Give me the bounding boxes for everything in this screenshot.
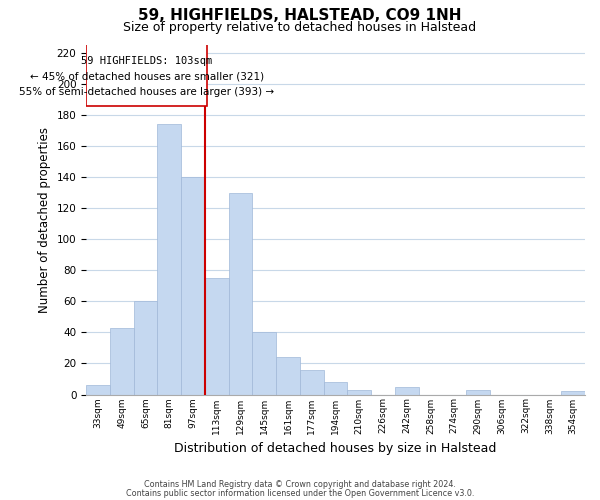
Bar <box>134 302 157 394</box>
Bar <box>395 386 419 394</box>
Bar <box>181 177 205 394</box>
Bar <box>86 22 207 105</box>
Y-axis label: Number of detached properties: Number of detached properties <box>38 127 51 313</box>
Text: Contains HM Land Registry data © Crown copyright and database right 2024.: Contains HM Land Registry data © Crown c… <box>144 480 456 489</box>
Bar <box>300 370 323 394</box>
Text: 59, HIGHFIELDS, HALSTEAD, CO9 1NH: 59, HIGHFIELDS, HALSTEAD, CO9 1NH <box>138 8 462 22</box>
Bar <box>110 328 134 394</box>
Bar <box>229 192 253 394</box>
Bar <box>205 278 229 394</box>
Bar <box>466 390 490 394</box>
Bar <box>347 390 371 394</box>
X-axis label: Distribution of detached houses by size in Halstead: Distribution of detached houses by size … <box>175 442 497 455</box>
Text: Size of property relative to detached houses in Halstead: Size of property relative to detached ho… <box>124 21 476 34</box>
Text: ← 45% of detached houses are smaller (321): ← 45% of detached houses are smaller (32… <box>29 72 264 82</box>
Bar <box>561 392 585 394</box>
Bar <box>253 332 276 394</box>
Bar <box>86 385 110 394</box>
Bar <box>276 357 300 395</box>
Text: 55% of semi-detached houses are larger (393) →: 55% of semi-detached houses are larger (… <box>19 87 274 97</box>
Text: 59 HIGHFIELDS: 103sqm: 59 HIGHFIELDS: 103sqm <box>81 56 212 66</box>
Bar <box>157 124 181 394</box>
Bar <box>323 382 347 394</box>
Text: Contains public sector information licensed under the Open Government Licence v3: Contains public sector information licen… <box>126 488 474 498</box>
